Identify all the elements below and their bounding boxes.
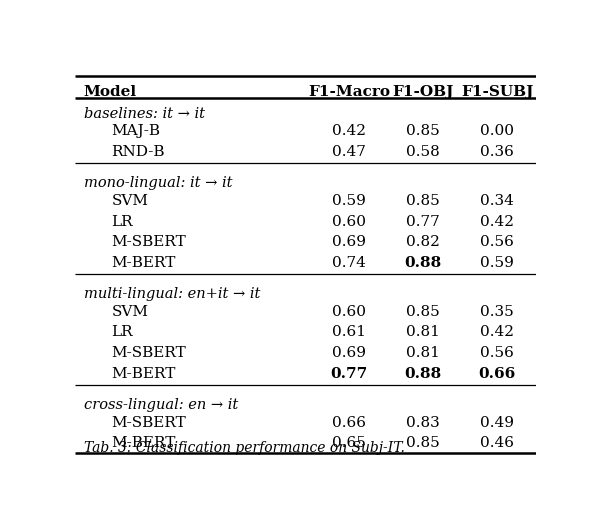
Text: 0.77: 0.77 (406, 214, 440, 229)
Text: 0.56: 0.56 (480, 346, 514, 360)
Text: 0.88: 0.88 (405, 366, 442, 380)
Text: Tab. 3: Classification performance on Subj-IT.: Tab. 3: Classification performance on Su… (83, 440, 405, 454)
Text: 0.85: 0.85 (406, 124, 440, 138)
Text: M-SBERT: M-SBERT (111, 346, 186, 360)
Text: RND-B: RND-B (111, 145, 165, 159)
Text: Model: Model (83, 85, 137, 99)
Text: LR: LR (111, 325, 133, 339)
Text: 0.82: 0.82 (406, 235, 440, 249)
Text: 0.56: 0.56 (480, 235, 514, 249)
Text: 0.69: 0.69 (333, 346, 367, 360)
Text: 0.81: 0.81 (406, 325, 440, 339)
Text: 0.42: 0.42 (480, 325, 514, 339)
Text: 0.66: 0.66 (479, 366, 516, 380)
Text: 0.77: 0.77 (331, 366, 368, 380)
Text: 0.85: 0.85 (406, 305, 440, 319)
Text: multi-lingual: en+it → it: multi-lingual: en+it → it (83, 287, 260, 301)
Text: 0.83: 0.83 (406, 416, 440, 430)
Text: 0.46: 0.46 (480, 436, 514, 450)
Text: 0.66: 0.66 (333, 416, 367, 430)
Text: 0.34: 0.34 (480, 194, 514, 208)
Text: 0.61: 0.61 (333, 325, 367, 339)
Text: M-BERT: M-BERT (111, 256, 176, 270)
Text: 0.36: 0.36 (480, 145, 514, 159)
Text: 0.00: 0.00 (480, 124, 514, 138)
Text: 0.60: 0.60 (333, 305, 367, 319)
Text: cross-lingual: en → it: cross-lingual: en → it (83, 398, 238, 412)
Text: M-SBERT: M-SBERT (111, 416, 186, 430)
Text: M-SBERT: M-SBERT (111, 235, 186, 249)
Text: SVM: SVM (111, 305, 148, 319)
Text: 0.58: 0.58 (406, 145, 440, 159)
Text: 0.47: 0.47 (333, 145, 367, 159)
Text: 0.42: 0.42 (480, 214, 514, 229)
Text: 0.74: 0.74 (333, 256, 367, 270)
Text: F1-OBJ: F1-OBJ (393, 85, 454, 99)
Text: F1-SUBJ: F1-SUBJ (461, 85, 533, 99)
Text: 0.35: 0.35 (480, 305, 514, 319)
Text: 0.42: 0.42 (333, 124, 367, 138)
Text: LR: LR (111, 214, 133, 229)
Text: M-BERT: M-BERT (111, 436, 176, 450)
Text: 0.60: 0.60 (333, 214, 367, 229)
Text: M-BERT: M-BERT (111, 366, 176, 380)
Text: 0.65: 0.65 (333, 436, 367, 450)
Text: 0.85: 0.85 (406, 436, 440, 450)
Text: MAJ-B: MAJ-B (111, 124, 160, 138)
Text: SVM: SVM (111, 194, 148, 208)
Text: 0.59: 0.59 (333, 194, 367, 208)
Text: 0.85: 0.85 (406, 194, 440, 208)
Text: 0.88: 0.88 (405, 256, 442, 270)
Text: 0.59: 0.59 (480, 256, 514, 270)
Text: 0.81: 0.81 (406, 346, 440, 360)
Text: 0.49: 0.49 (480, 416, 514, 430)
Text: F1-Macro: F1-Macro (308, 85, 390, 99)
Text: mono-lingual: it → it: mono-lingual: it → it (83, 176, 232, 190)
Text: 0.69: 0.69 (333, 235, 367, 249)
Text: baselines: it → it: baselines: it → it (83, 106, 205, 121)
